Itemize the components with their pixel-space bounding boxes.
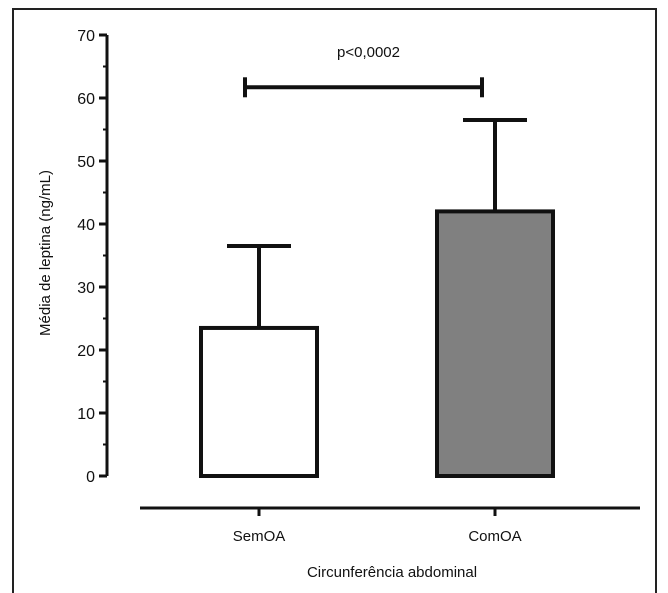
y-tick-label: 50 [77, 154, 95, 171]
x-axis-title: Circunferência abdominal [307, 564, 477, 581]
y-tick-label: 10 [77, 406, 95, 423]
y-tick-label: 40 [77, 217, 95, 234]
significance-annotation: p<0,0002 [243, 44, 484, 98]
y-tick-label: 0 [86, 469, 95, 486]
y-tick-label: 70 [77, 28, 95, 45]
y-axis-title: Média de leptina (ng/mL) [37, 170, 54, 336]
bar-SemOA [199, 325, 319, 479]
figure-frame [12, 8, 657, 593]
x-tick-label: SemOA [233, 528, 286, 545]
p-value-label: p<0,0002 [337, 44, 400, 61]
y-axis: 0 10 20 30 40 50 60 70 [77, 28, 109, 486]
y-tick-label: 30 [77, 280, 95, 297]
y-tick-label: 20 [77, 343, 95, 360]
bars-group: SemOA ComOA [199, 118, 555, 545]
x-tick-label: ComOA [468, 528, 521, 545]
bar-ComOA [435, 209, 555, 478]
y-tick-label: 60 [77, 91, 95, 108]
